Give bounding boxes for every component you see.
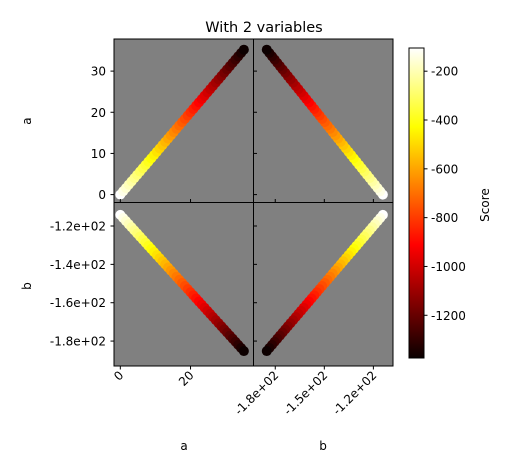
- x-axis-label-a: a: [180, 439, 187, 453]
- colorbar-label: Score: [478, 188, 492, 222]
- y-tick-label: -1.4e+02: [50, 258, 106, 272]
- colorbar-tick-label: -800: [431, 211, 458, 225]
- scatter-panel-b-a: [261, 44, 388, 200]
- colorbar-tick-label: -600: [431, 162, 458, 176]
- y-tick-label: 30: [91, 65, 106, 79]
- colorbar-tick-label: -200: [431, 65, 458, 79]
- colorbar: [408, 47, 425, 359]
- y-axis-label-b: b: [20, 282, 34, 290]
- scatter-panel-a-a: [115, 44, 249, 200]
- data-point: [261, 44, 272, 55]
- scatter-points-layer: [115, 44, 388, 357]
- chart-title: With 2 variables: [205, 20, 322, 36]
- y-tick-label: 10: [91, 147, 106, 161]
- colorbar-tick-label: -400: [431, 114, 458, 128]
- colorbar-tick-label: -1200: [431, 309, 466, 323]
- data-point: [261, 346, 272, 357]
- x-tick-label: -1.5e+02: [281, 368, 331, 418]
- x-axis-label-b: b: [319, 439, 327, 453]
- data-point: [238, 44, 249, 55]
- scatter-panel-a-b: [115, 209, 249, 357]
- y-tick-label: 20: [91, 106, 106, 120]
- x-tick-label: -1.2e+02: [330, 368, 380, 418]
- colorbar-tick-label: -1000: [431, 260, 466, 274]
- data-point: [238, 346, 249, 357]
- x-tick-label: 20: [176, 368, 197, 389]
- y-tick-label: -1.8e+02: [50, 335, 106, 349]
- y-tick-label: -1.6e+02: [50, 296, 106, 310]
- y-tick-label: 0: [98, 188, 106, 202]
- colorbar-ticks: -200 -400 -600 -800 -1000 -1200: [424, 65, 466, 323]
- y-axis-label-a: a: [20, 117, 34, 124]
- x-tick-label: 0: [111, 368, 126, 383]
- y-tick-label: -1.2e+02: [50, 220, 106, 234]
- x-tick-label: -1.8e+02: [232, 368, 282, 418]
- scatter-panel-b-b: [261, 209, 388, 357]
